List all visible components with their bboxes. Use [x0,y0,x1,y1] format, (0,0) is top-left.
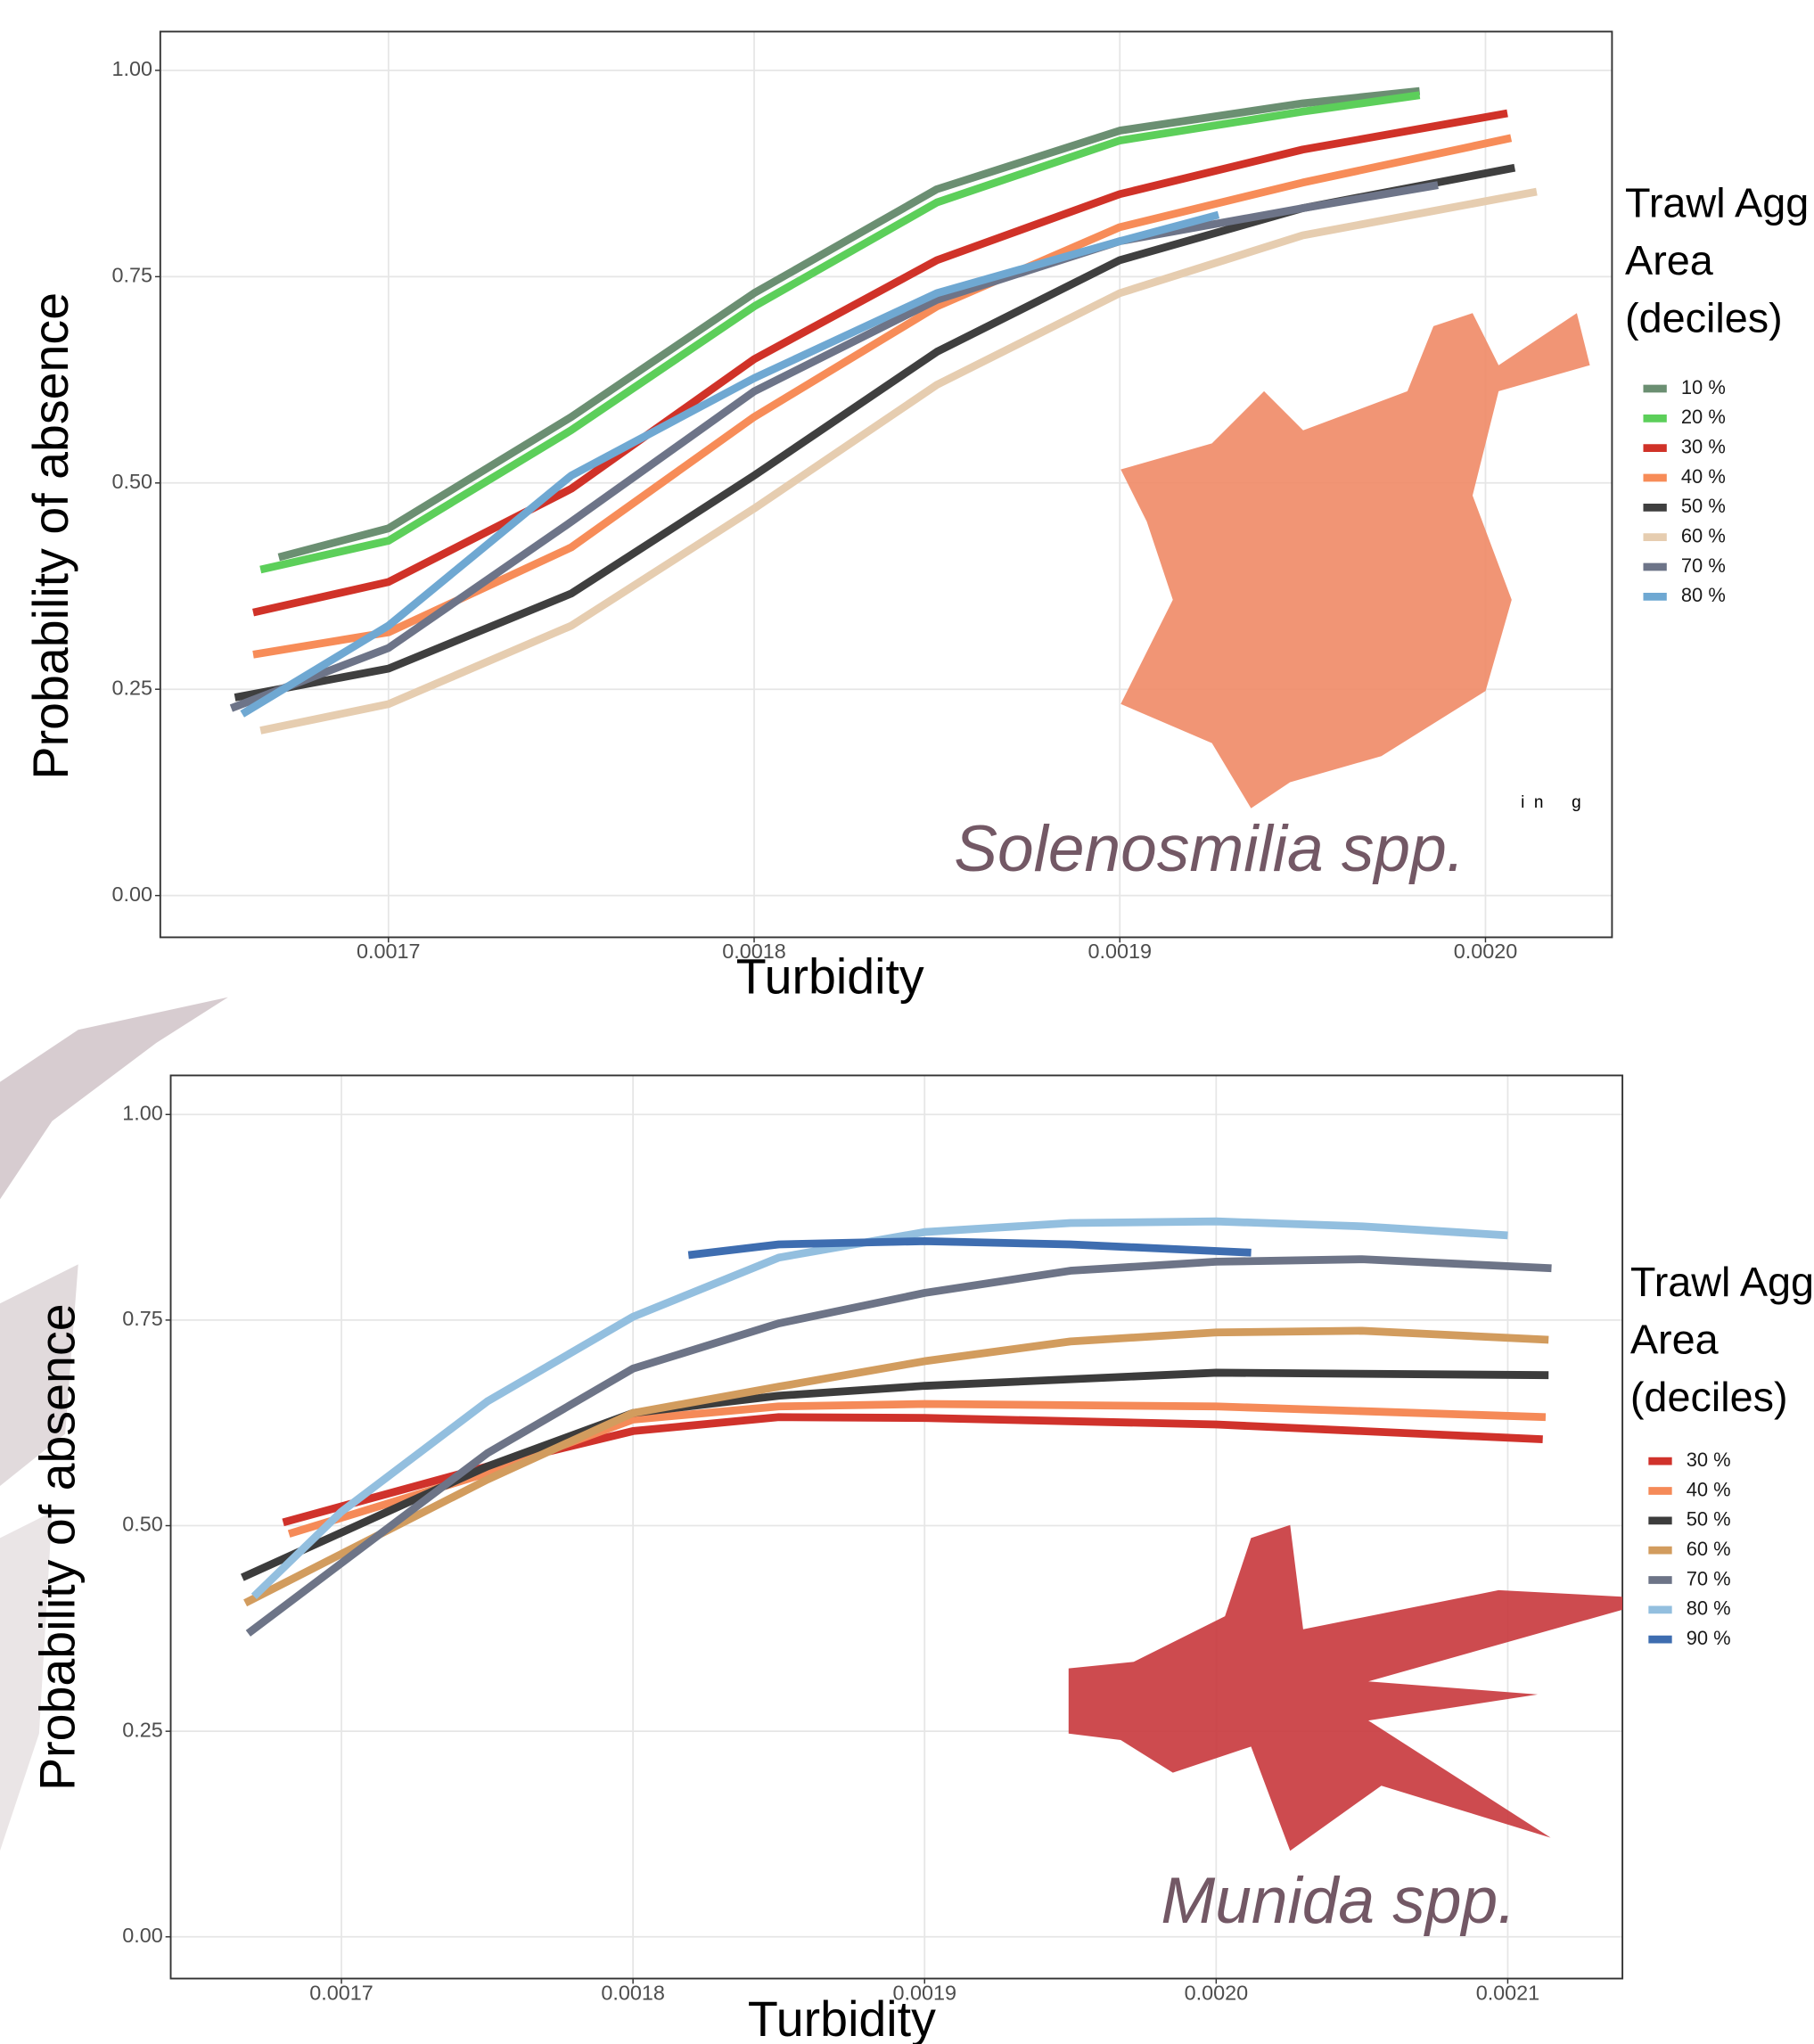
y-tick-label: 1.00 [112,57,153,80]
legend-label: 50 % [1687,1508,1731,1531]
y-tick-label: 0.50 [122,1513,163,1536]
y-tick-label: 0.00 [112,882,153,906]
legend-label: 50 % [1681,495,1726,517]
figure: 0.00 0.25 0.50 0.75 1.00 0.0017 0.0018 0.0019 0.… [0,0,1814,2044]
x-tick-label: 0.0017 [309,1981,373,2004]
legend-label: 40 % [1681,465,1726,488]
page: 0.00 0.25 0.50 0.75 1.00 0.0017 0.0018 0.0019 0.… [0,0,1814,2044]
x-tick-label: 0.0017 [357,940,421,963]
legend-title: Trawl Agg [1625,180,1809,226]
x-tick-label: 0.0020 [1454,940,1518,963]
legend-label: 90 % [1687,1627,1731,1649]
y-axis-label: Probability of absence [23,292,78,780]
x-tick-label: 0.0020 [1185,1981,1249,2004]
legend-label: 70 % [1681,554,1726,577]
y-tick-label: 0.25 [122,1718,163,1741]
legend-title: Area [1630,1316,1720,1362]
y-tick-label: 0.75 [112,264,153,287]
y-tick-label: 0.25 [112,676,153,699]
annotation: Solenosmilia spp. [954,813,1465,885]
legend-label: 40 % [1687,1478,1731,1500]
legend-label: 60 % [1681,524,1726,546]
legend-title: (deciles) [1630,1374,1788,1420]
x-tick-label: 0.0018 [601,1981,665,2004]
y-tick-label: 0.00 [122,1924,163,1947]
legend-label: 70 % [1687,1567,1731,1589]
legend-label: 10 % [1681,376,1726,398]
legend-label: 80 % [1681,584,1726,606]
legend-label: 60 % [1687,1538,1731,1560]
annotation: i n g [1521,793,1581,812]
y-axis-label: Probability of absence [29,1303,85,1791]
x-axis-label: Turbidity [748,1991,936,2044]
legend-label: 30 % [1687,1449,1731,1471]
x-axis-label: Turbidity [736,948,924,1004]
legend-title: (deciles) [1625,294,1783,341]
x-tick-label: 0.0019 [1088,940,1152,963]
legend-label: 20 % [1681,406,1726,428]
legend-label: 80 % [1687,1597,1731,1620]
legend-title: Area [1625,237,1714,283]
y-tick-label: 0.50 [112,470,153,493]
annotation: Munida spp. [1161,1865,1515,1937]
y-tick-label: 0.75 [122,1307,163,1330]
y-tick-label: 1.00 [122,1101,163,1124]
legend-label: 30 % [1681,435,1726,457]
x-tick-label: 0.0021 [1476,1981,1540,2004]
legend-title: Trawl Agg [1630,1259,1814,1305]
